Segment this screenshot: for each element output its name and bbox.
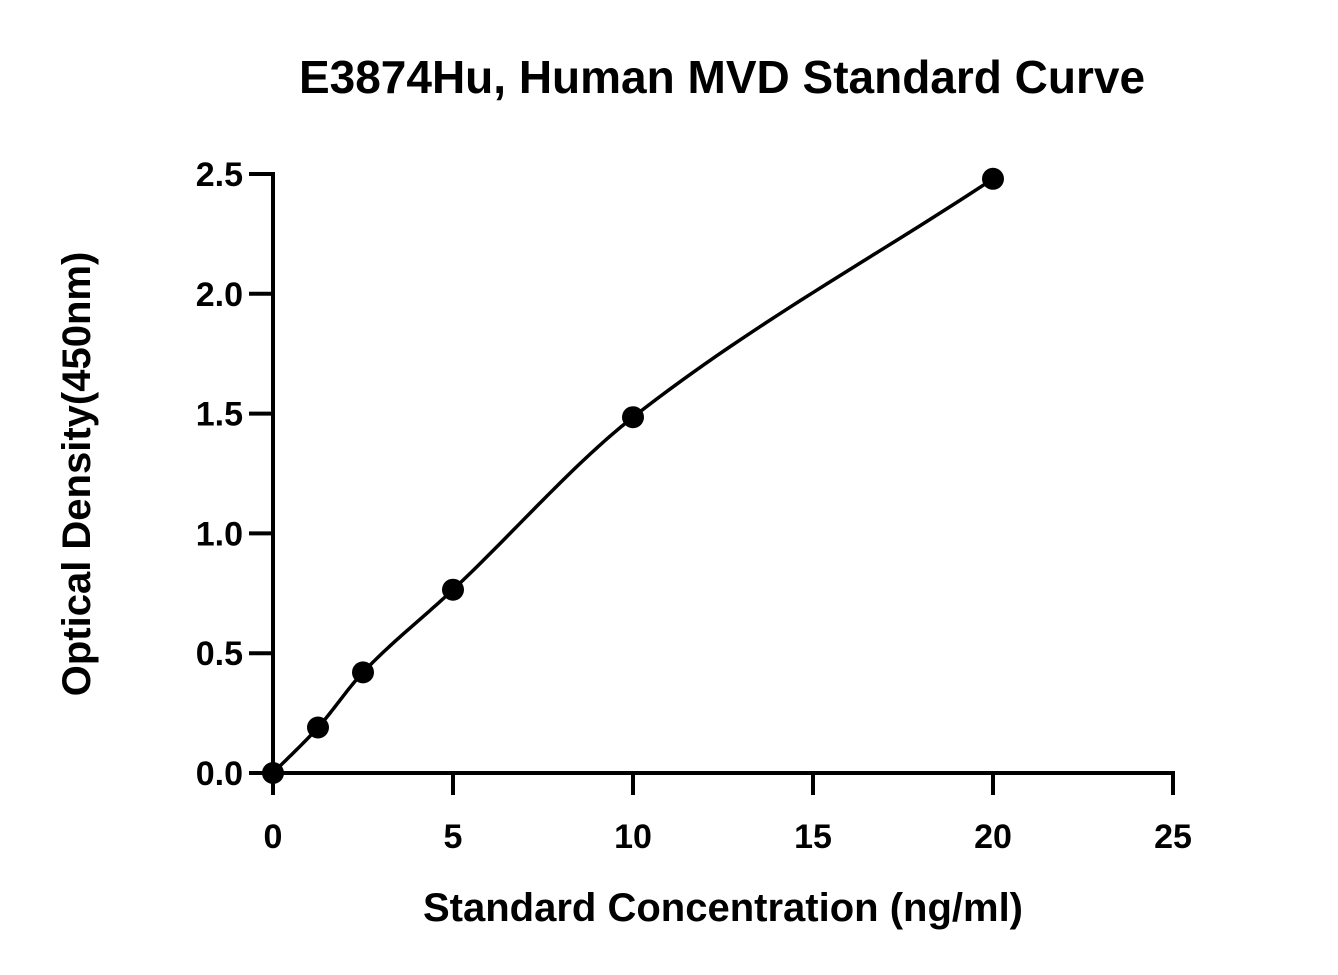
y-axis-ticks: 0.0 0.5 1.0 1.5 2.0 2.5 (196, 156, 273, 793)
y-axis-label: Optical Density(450nm) (55, 252, 99, 697)
data-point (622, 406, 644, 429)
y-tick-label: 0.0 (196, 755, 243, 793)
data-point (442, 578, 464, 601)
x-tick-label: 20 (974, 818, 1012, 856)
x-tick-label: 10 (614, 818, 652, 856)
data-point (982, 167, 1004, 190)
y-tick-label: 1.0 (196, 515, 243, 553)
x-tick-label: 5 (444, 818, 463, 856)
data-point (307, 716, 329, 739)
y-tick-label: 0.5 (196, 635, 243, 673)
y-tick-label: 2.5 (196, 156, 243, 194)
data-point (262, 762, 284, 784)
x-tick-label: 25 (1154, 818, 1192, 856)
y-tick-label: 2.0 (196, 276, 243, 314)
y-tick-label: 1.5 (196, 396, 243, 434)
fit-curve (271, 177, 994, 775)
axes (271, 172, 1175, 775)
data-point (352, 661, 374, 684)
chart-title: E3874Hu, Human MVD Standard Curve (299, 51, 1145, 103)
x-axis-ticks: 0 5 10 15 20 25 (264, 773, 1192, 856)
data-points (262, 167, 1004, 784)
x-tick-label: 0 (264, 818, 283, 856)
x-axis-label: Standard Concentration (ng/ml) (423, 886, 1023, 930)
x-tick-label: 15 (794, 818, 832, 856)
